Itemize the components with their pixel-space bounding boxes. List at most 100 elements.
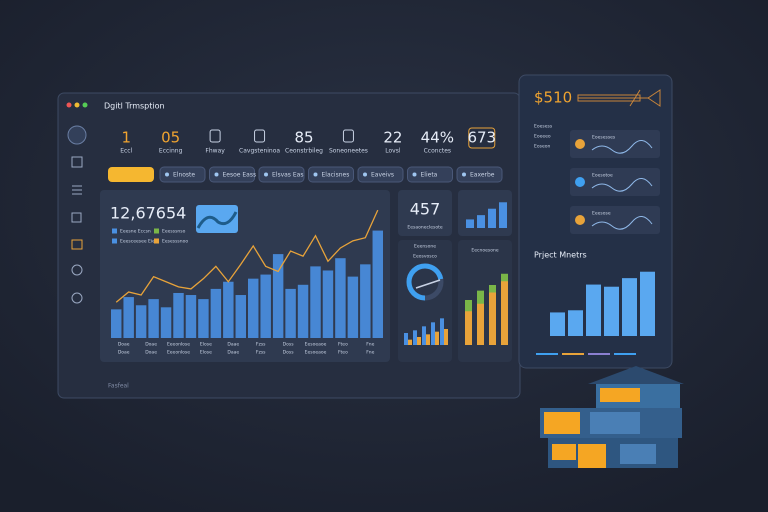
bar — [210, 288, 222, 338]
tab[interactable] — [357, 166, 404, 183]
dot — [66, 102, 72, 108]
headline: 12,67654 — [110, 204, 186, 223]
mini-bar — [622, 278, 637, 336]
bar — [272, 254, 284, 338]
tab-label: Eaveivs — [371, 172, 394, 179]
mini-bar — [466, 219, 474, 228]
x-label: Doss — [283, 342, 295, 348]
x-label-sub: Fne — [366, 350, 374, 356]
x-label: Elose — [200, 342, 212, 348]
x-label: Fne — [366, 342, 374, 348]
stat-label: Eccinng — [159, 148, 183, 155]
thumbnail-art — [196, 211, 238, 229]
x-label-sub: Doae — [118, 350, 130, 356]
bar — [322, 270, 334, 338]
bar — [123, 297, 134, 338]
mini-bar — [417, 337, 421, 345]
x-label-sub: Elose — [200, 350, 212, 356]
stat-box — [468, 127, 496, 149]
tab[interactable] — [456, 166, 503, 183]
legend-strip — [562, 353, 584, 355]
legend-label: Eeesne Eccsn — [120, 229, 151, 235]
nav-icon[interactable] — [71, 212, 82, 223]
mini-bar — [422, 326, 426, 345]
stat-label: Lovsl — [385, 148, 401, 155]
side-card-icon — [575, 177, 585, 187]
bar — [310, 266, 321, 338]
mini-bar — [440, 318, 444, 345]
mini-bar — [501, 281, 508, 345]
tab[interactable] — [407, 166, 453, 183]
bar — [372, 230, 383, 338]
legend-swatch — [154, 238, 159, 244]
gauge-needle — [415, 279, 441, 289]
stat-label: Fhway — [205, 148, 225, 155]
gauge-arc — [406, 263, 444, 301]
stat-value: 22 — [383, 129, 402, 147]
mini-bar — [426, 334, 430, 345]
bar — [297, 284, 309, 338]
side-card[interactable] — [570, 206, 660, 234]
tab-active[interactable] — [108, 167, 154, 182]
sidebar — [67, 125, 87, 304]
mini-bar — [568, 310, 583, 336]
stat-icon — [342, 129, 354, 143]
legend-label: Eeesceesee Eiee — [120, 239, 158, 245]
legend-strip — [614, 353, 636, 355]
mini-bar — [640, 271, 655, 336]
nav-icon[interactable] — [71, 239, 83, 250]
mini-bar — [431, 322, 435, 345]
tab-icon — [462, 172, 466, 177]
bar — [223, 281, 234, 338]
x-label: Fteo — [338, 342, 348, 348]
bar — [285, 288, 296, 338]
stat-value: 44% — [421, 129, 454, 147]
tab-icon — [313, 172, 318, 177]
tab-label: Elacisnes — [322, 172, 350, 179]
tab-label: Elsvas Eas — [272, 172, 303, 179]
stat-label: Soneoneetes — [329, 148, 368, 155]
combo-title: Eecnoesone — [471, 248, 498, 254]
bar — [111, 309, 122, 338]
bar — [235, 295, 246, 338]
tab[interactable] — [209, 166, 255, 183]
mini-bar — [413, 330, 417, 345]
mini-bar — [489, 292, 496, 345]
side-card[interactable] — [570, 130, 660, 158]
mini-bar — [444, 329, 448, 345]
bar — [185, 295, 197, 338]
side-card-label: Eoesotoe — [592, 173, 613, 179]
decor — [577, 94, 641, 102]
stat-icon — [209, 129, 221, 143]
tab[interactable] — [258, 166, 305, 183]
footer: Fasfeal — [108, 383, 129, 390]
building — [540, 366, 684, 468]
nav-icon[interactable] — [71, 292, 83, 304]
side-card[interactable] — [570, 168, 660, 196]
nav-icon[interactable] — [72, 185, 82, 195]
tab-label: Eaxerbe — [470, 172, 495, 179]
sparkline — [591, 178, 653, 192]
tab-label: Elnoste — [173, 172, 195, 179]
x-label-sub: Fteo — [338, 350, 348, 356]
nav-icon[interactable] — [71, 156, 83, 168]
nav-icon[interactable] — [67, 125, 87, 145]
dot — [82, 102, 88, 108]
price: $510 — [534, 89, 572, 107]
kpi-card — [398, 190, 452, 236]
side-chart-title: Prject Mnetrs — [534, 251, 587, 260]
tab[interactable] — [308, 166, 354, 183]
mini-bar — [408, 339, 412, 345]
x-label-sub: Eesoeaoe — [305, 350, 327, 356]
side-card-icon — [575, 139, 585, 149]
tab[interactable] — [159, 166, 206, 183]
sparkline — [591, 216, 653, 230]
nav-icon[interactable] — [71, 264, 83, 276]
bar — [335, 258, 346, 338]
x-label-sub: Daae — [227, 350, 239, 356]
stat-icon — [254, 129, 266, 143]
decor — [578, 89, 661, 107]
mini-bar — [488, 208, 496, 228]
x-label-sub: Eeeonlose — [167, 350, 190, 356]
